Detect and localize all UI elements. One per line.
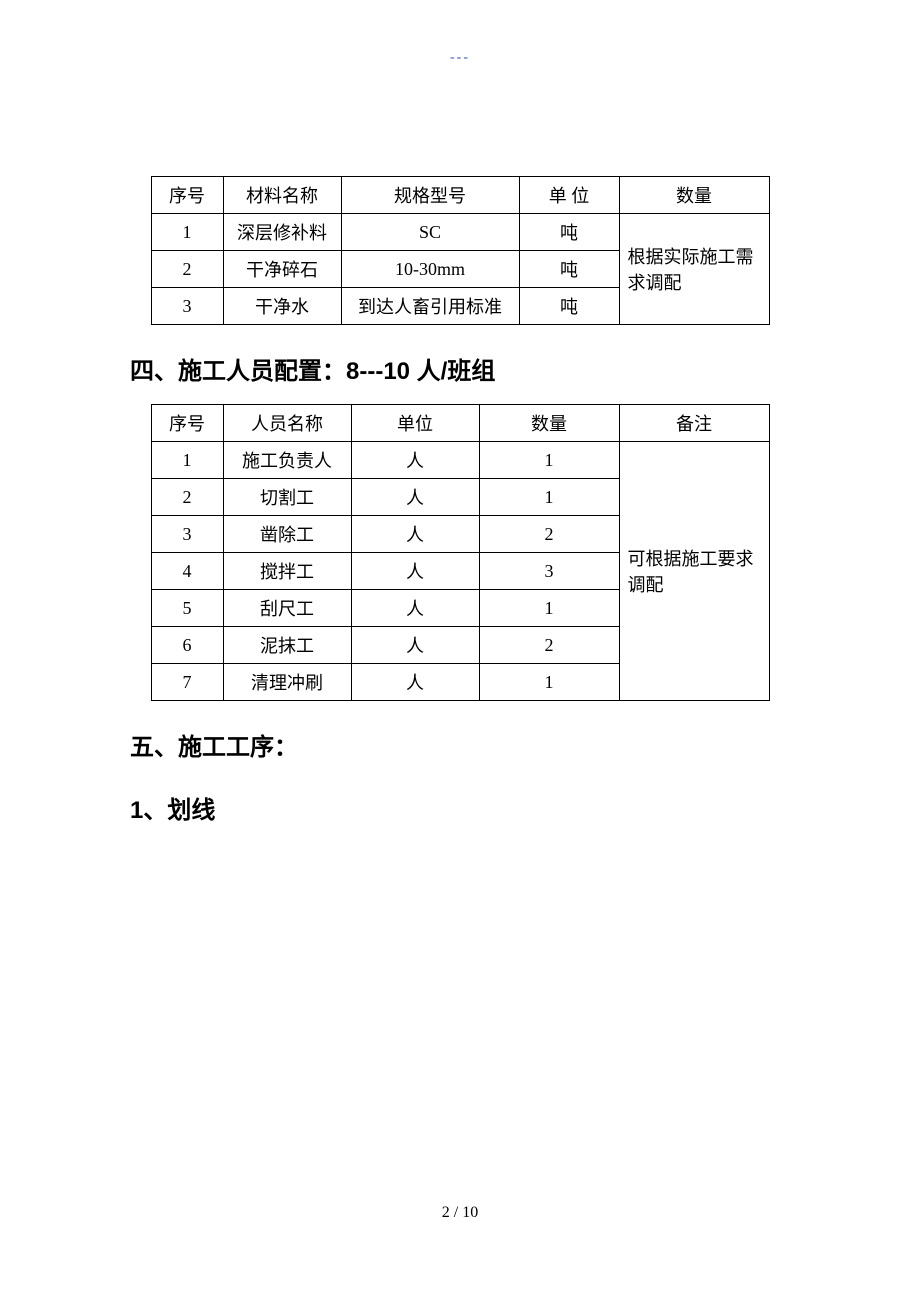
personnel-table: 序号 人员名称 单位 数量 备注 1 施工负责人 人 1 可根据施工要求调配 2… [151,404,770,701]
cell: 3 [151,516,223,553]
cell: 1 [479,664,619,701]
cell: 搅拌工 [223,553,351,590]
table-row: 序号 人员名称 单位 数量 备注 [151,405,769,442]
cell: 人 [351,479,479,516]
cell: 干净水 [223,288,341,325]
page-number: 2 / 10 [0,1204,920,1222]
cell: 4 [151,553,223,590]
col-header: 单 位 [519,177,619,214]
cell: 施工负责人 [223,442,351,479]
cell: 1 [479,590,619,627]
cell: 吨 [519,214,619,251]
cell: SC [341,214,519,251]
cell: 深层修补料 [223,214,341,251]
cell: 泥抹工 [223,627,351,664]
cell: 干净碎石 [223,251,341,288]
materials-table: 序号 材料名称 规格型号 单 位 数量 1 深层修补料 SC 吨 根据实际施工需… [151,176,770,325]
cell: 凿除工 [223,516,351,553]
cell: 2 [479,516,619,553]
merged-note-cell: 可根据施工要求调配 [619,442,769,701]
col-header: 材料名称 [223,177,341,214]
section-heading-4: 四、施工人员配置：8---10 人/班组 [130,351,790,386]
cell: 1 [151,214,223,251]
col-header: 备注 [619,405,769,442]
cell: 人 [351,664,479,701]
col-header: 数量 [479,405,619,442]
cell: 10-30mm [341,251,519,288]
col-header: 序号 [151,177,223,214]
cell: 清理冲刷 [223,664,351,701]
col-header: 规格型号 [341,177,519,214]
cell: 吨 [519,251,619,288]
cell: 2 [479,627,619,664]
col-header: 单位 [351,405,479,442]
cell: 2 [151,251,223,288]
cell: 6 [151,627,223,664]
cell: 人 [351,442,479,479]
cell: 人 [351,590,479,627]
table-row: 序号 材料名称 规格型号 单 位 数量 [151,177,769,214]
cell: 1 [151,442,223,479]
section-heading-5: 五、施工工序： [130,727,790,762]
cell: 刮尺工 [223,590,351,627]
cell: 人 [351,627,479,664]
cell: 1 [479,479,619,516]
cell: 人 [351,553,479,590]
col-header: 序号 [151,405,223,442]
col-header: 人员名称 [223,405,351,442]
cell: 切割工 [223,479,351,516]
cell: 7 [151,664,223,701]
col-header: 数量 [619,177,769,214]
cell: 到达人畜引用标准 [341,288,519,325]
table-row: 1 深层修补料 SC 吨 根据实际施工需求调配 [151,214,769,251]
header-mark: --- [130,50,790,66]
cell: 人 [351,516,479,553]
cell: 5 [151,590,223,627]
table-row: 1 施工负责人 人 1 可根据施工要求调配 [151,442,769,479]
cell: 2 [151,479,223,516]
subsection-heading-1: 1、划线 [130,790,790,825]
cell: 吨 [519,288,619,325]
cell: 1 [479,442,619,479]
page-content: --- 序号 材料名称 规格型号 单 位 数量 1 深层修补料 SC 吨 根据实… [0,0,920,825]
merged-note-cell: 根据实际施工需求调配 [619,214,769,325]
cell: 3 [479,553,619,590]
cell: 3 [151,288,223,325]
